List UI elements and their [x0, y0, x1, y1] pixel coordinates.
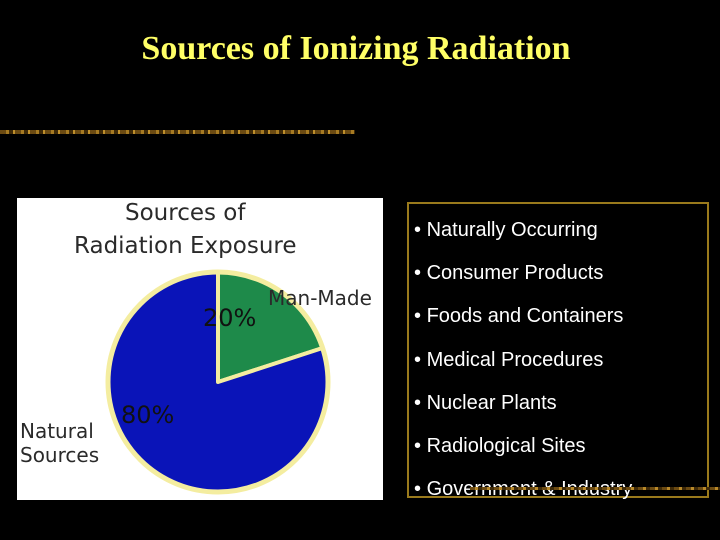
list-item-text: Nuclear Plants [426, 391, 557, 414]
box-corner-accent [470, 487, 720, 490]
bullet-mark: • [414, 478, 422, 501]
bullet-mark: • [414, 219, 422, 241]
slide-title: Sources of Ionizing Radiation [141, 30, 571, 67]
slice-name-label-natural-line-1: Natural [20, 419, 94, 443]
slice-name-label-man-made: Man-Made [268, 286, 372, 310]
list-item: • Foods and Containers [414, 295, 707, 338]
pie-chart: Sources of Radiation Exposure 20% 80% Ma… [20, 200, 372, 495]
list-item-text: Foods and Containers [426, 305, 624, 328]
chart-title-line-2: Radiation Exposure [74, 233, 297, 259]
pie-outline [105, 269, 331, 495]
bullet-mark: • [414, 305, 422, 328]
slice-value-label-natural: 80% [121, 401, 174, 429]
list-item: • Consumer Products [414, 252, 707, 295]
list-item-text: Consumer Products [426, 262, 604, 285]
pie-chart-panel: Sources of Radiation Exposure 20% 80% Ma… [17, 198, 383, 500]
list-item: • Naturally Occurring [414, 209, 707, 252]
list-item: • Radiological Sites [414, 425, 707, 468]
bullet-mark: • [414, 391, 422, 414]
bullet-mark: • [414, 348, 422, 371]
bullet-mark: • [414, 262, 422, 285]
bullet-mark: • [414, 435, 422, 458]
pie-slices [105, 269, 331, 495]
sources-list-box: • Naturally Occurring • Consumer Product… [407, 202, 709, 500]
title-divider [0, 130, 355, 134]
list-item: • Medical Procedures [414, 339, 707, 382]
slice-name-label-natural-line-2: Sources [20, 443, 99, 467]
list-item-text: Naturally Occurring [426, 219, 598, 241]
list-item: • Nuclear Plants [414, 382, 707, 425]
list-item-text: Radiological Sites [426, 435, 586, 458]
chart-title-line-1: Sources of [125, 200, 246, 226]
slice-value-label-man-made: 20% [203, 304, 256, 332]
list-item-text: Medical Procedures [426, 348, 604, 371]
sources-list: • Naturally Occurring • Consumer Product… [409, 204, 707, 511]
